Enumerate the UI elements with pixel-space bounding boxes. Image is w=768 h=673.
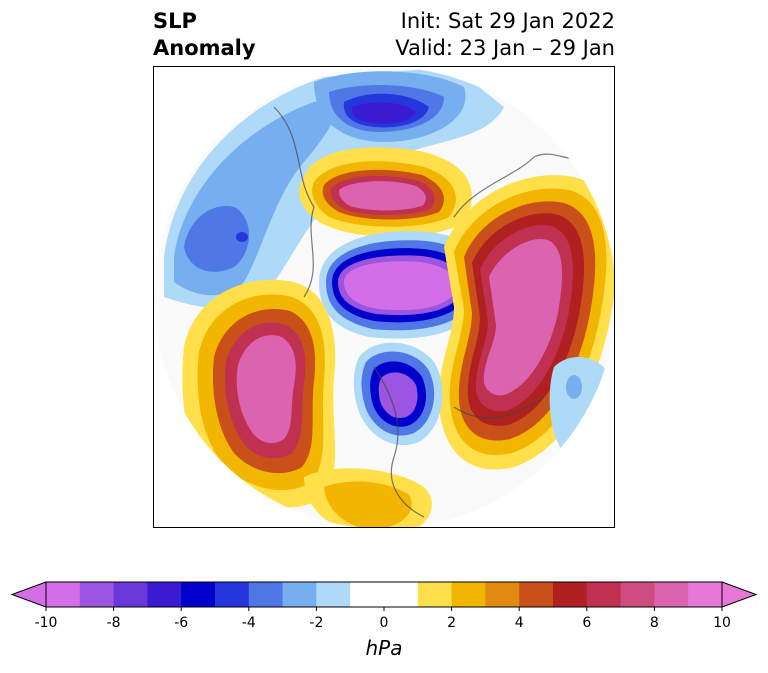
init-date: Init: Sat 29 Jan 2022 (400, 9, 615, 33)
colorbar-segment (282, 582, 317, 607)
colorbar-unit-label: hPa (365, 636, 403, 660)
slp-anomaly-field (154, 67, 614, 527)
negative-anomaly-top (314, 71, 466, 142)
colorbar-segment (654, 582, 689, 607)
title-right: Init: Sat 29 Jan 2022 Valid: 23 Jan – 29… (300, 8, 615, 62)
colorbar-segment (181, 582, 216, 607)
colorbar-extend-min (10, 581, 47, 608)
colorbar-tick-label: 8 (649, 615, 659, 631)
colorbar-segment (620, 582, 655, 607)
colorbar-extend-max (721, 581, 758, 608)
colorbar-segment (553, 582, 588, 607)
colorbar-tick-label: 6 (582, 615, 592, 631)
colorbar-tick-label: 4 (514, 615, 524, 631)
colorbar-segment (417, 582, 453, 607)
title-left: SLP Anomaly (153, 8, 256, 62)
colorbar-tick-label: 0 (379, 615, 389, 631)
colorbar-segment (519, 582, 554, 607)
colorbar-tick-label: -4 (241, 615, 256, 631)
valid-range: Valid: 23 Jan – 29 Jan (395, 36, 615, 60)
colorbar-segment (451, 582, 486, 607)
colorbar-tick-label: -6 (174, 615, 189, 631)
colorbar-tick-label: 2 (447, 615, 457, 631)
colorbar-segment (147, 582, 182, 607)
colorbar-tick-label: -2 (309, 615, 324, 631)
positive-anomaly-left (182, 279, 336, 508)
positive-anomaly-south (304, 468, 432, 527)
colorbar-segment (113, 582, 148, 607)
colorbar (10, 581, 758, 611)
variable-title: SLP (153, 9, 197, 33)
anomaly-subtitle: Anomaly (153, 36, 256, 60)
colorbar-tick-label: -10 (34, 615, 58, 631)
colorbar-segment (46, 582, 81, 607)
colorbar-segment (79, 582, 115, 607)
colorbar-tick-label: -8 (106, 615, 121, 631)
positive-anomaly-upper (299, 147, 472, 237)
negative-anomaly-right-edge (549, 357, 614, 453)
colorbar-tick-label: 10 (713, 615, 731, 631)
colorbar-segment (485, 582, 520, 607)
polar-map (153, 66, 615, 528)
colorbar-segment (586, 582, 622, 607)
colorbar-segment (384, 582, 419, 607)
negative-anomaly-center-low (353, 342, 443, 446)
colorbar-segment (215, 582, 250, 607)
colorbar-segment (688, 582, 723, 607)
colorbar-segment (350, 582, 385, 607)
colorbar-segment (316, 582, 351, 607)
positive-anomaly-right (438, 175, 614, 470)
colorbar-segment (248, 582, 284, 607)
